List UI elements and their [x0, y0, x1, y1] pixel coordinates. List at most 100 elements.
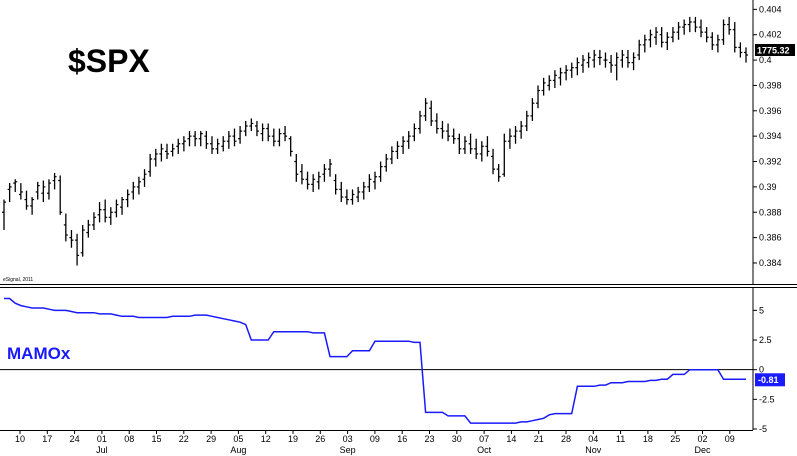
price-bar [462, 136, 467, 154]
price-bar [536, 85, 541, 109]
price-bar [704, 27, 709, 43]
x-tick-label: 30 [452, 434, 462, 444]
price-bar [401, 136, 406, 154]
price-bar [294, 153, 299, 182]
price-bar [502, 133, 507, 177]
indicator-label: MAMOx [7, 344, 71, 363]
price-bar [654, 27, 659, 45]
price-bar [299, 164, 304, 185]
last-price-label: 1775.32 [757, 46, 790, 56]
price-bar [232, 128, 237, 147]
x-tick-label: 18 [643, 434, 653, 444]
y-tick-label: 0.4 [759, 55, 772, 65]
price-bar [159, 143, 164, 162]
x-tick-label: 28 [561, 434, 571, 444]
x-tick-label: 11 [616, 434, 625, 444]
price-bar [637, 39, 642, 61]
price-bar [288, 136, 293, 157]
price-bar [367, 174, 372, 192]
price-bar [41, 180, 46, 203]
price-bar [80, 224, 85, 257]
y-tick-label: 0.384 [759, 258, 782, 268]
price-bar [732, 22, 737, 53]
price-bar [575, 57, 580, 76]
price-bar [170, 143, 175, 157]
price-bar [474, 138, 479, 159]
price-bar [620, 49, 625, 68]
price-bar [434, 113, 439, 134]
last-price-tag: 1775.32 [755, 44, 795, 56]
price-bar [451, 128, 456, 144]
price-bar [108, 207, 113, 225]
y-tick-label: 0 [759, 365, 764, 375]
price-bar [142, 169, 147, 187]
y-tick-label: 0.394 [759, 131, 782, 141]
y-tick-label: -5 [759, 424, 767, 434]
price-bar [260, 123, 265, 142]
price-bar [52, 172, 57, 190]
price-bar [564, 65, 569, 81]
price-bar [603, 52, 608, 68]
y-tick-label: 2.5 [759, 335, 772, 345]
x-tick-label: 25 [670, 434, 680, 444]
price-bar [221, 136, 226, 152]
price-bar [350, 189, 355, 205]
price-bar [614, 52, 619, 81]
price-bar [738, 42, 743, 58]
price-bar [384, 153, 389, 172]
price-bar [215, 138, 220, 154]
price-bar [513, 126, 518, 144]
x-tick-label: 07 [479, 434, 489, 444]
price-bar [69, 230, 74, 248]
price-bar [46, 179, 51, 200]
month-label: Aug [230, 445, 246, 455]
x-tick-label: 05 [233, 434, 243, 444]
price-bar [148, 153, 153, 177]
x-tick-label: 17 [42, 434, 52, 444]
price-bar [24, 190, 29, 210]
price-bar [63, 213, 68, 242]
x-tick-label: 08 [124, 434, 134, 444]
price-bar [682, 19, 687, 35]
price-bar [339, 181, 344, 203]
price-bar [569, 62, 574, 78]
price-bar [423, 98, 428, 121]
price-bar [328, 158, 333, 177]
price-bar [356, 186, 361, 203]
x-tick-label: 22 [179, 434, 189, 444]
price-bar [485, 136, 490, 157]
price-bar [552, 70, 557, 88]
x-tick-label: 21 [534, 434, 544, 444]
price-bar [507, 128, 512, 149]
y-tick-label: 0.396 [759, 106, 782, 116]
price-bar [580, 54, 585, 73]
y-tick-label: -2.5 [759, 394, 775, 404]
price-bar [30, 197, 35, 215]
price-bar [125, 189, 130, 208]
x-tick-label: 02 [697, 434, 707, 444]
price-bar [361, 181, 366, 200]
x-tick-label: 12 [261, 434, 271, 444]
price-bar [13, 179, 18, 192]
price-bar [479, 141, 484, 162]
price-bar [311, 174, 316, 192]
price-bar [243, 120, 248, 137]
month-label: Jul [96, 445, 108, 455]
price-bar [344, 189, 349, 205]
price-bar [2, 199, 6, 231]
x-axis: 10 17 24 01 08 15 22 29 05 12 19 26 03 09 16 23 30 07 14 21… [15, 430, 735, 455]
month-label: Sep [340, 445, 356, 455]
price-bar [86, 219, 91, 238]
price-bars [2, 16, 748, 266]
x-tick-label: 03 [343, 434, 353, 444]
price-bar [586, 52, 591, 68]
price-bar [412, 123, 417, 142]
price-bar [665, 32, 670, 50]
price-bar [541, 77, 546, 96]
price-bar [181, 136, 186, 152]
price-bar [58, 175, 63, 215]
last-indicator-tag: -0.81 [755, 373, 785, 387]
x-tick-label: 10 [15, 434, 25, 444]
chart-title: $SPX [68, 43, 150, 79]
